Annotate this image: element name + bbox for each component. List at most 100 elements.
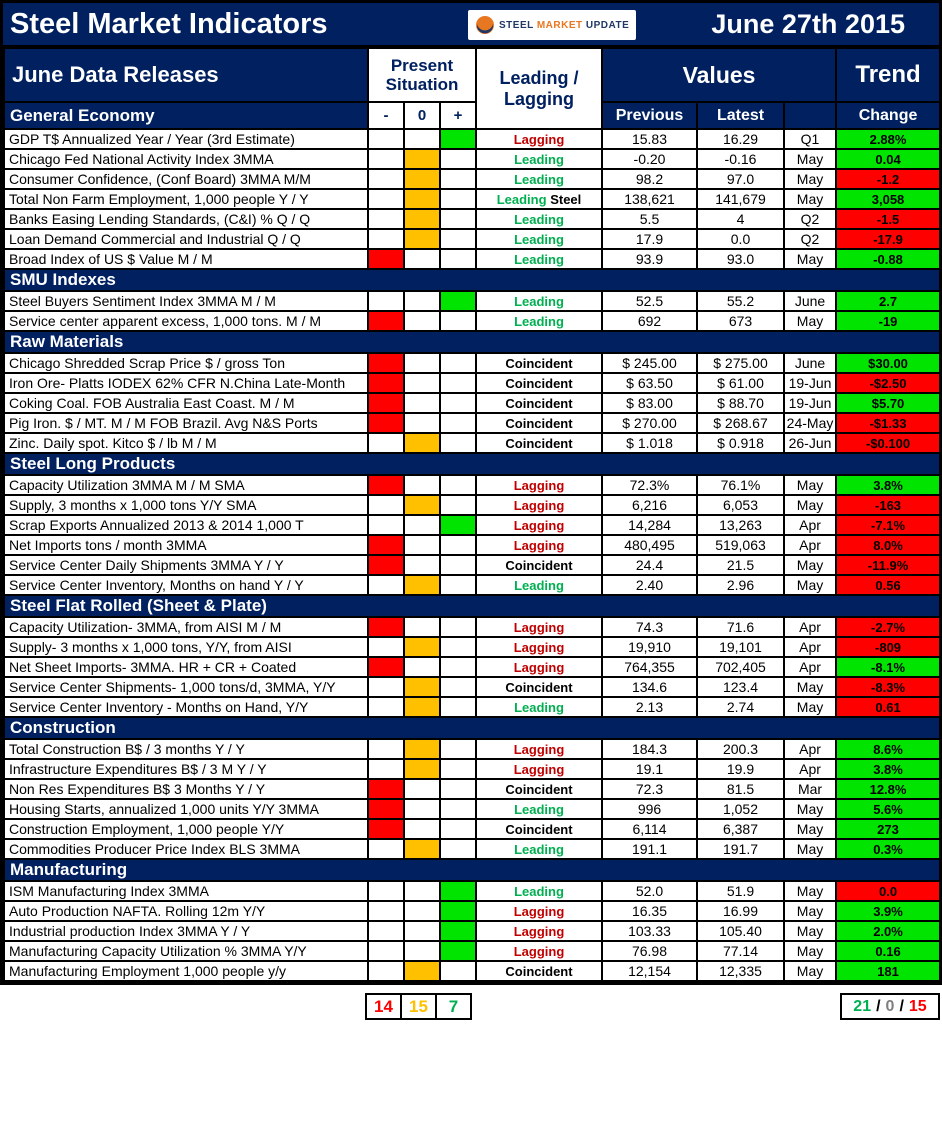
leading-lagging-cell: Leading: [475, 208, 603, 230]
indicator-row: Service Center Shipments- 1,000 tons/d, …: [3, 676, 942, 698]
situation-plus-cell: [439, 392, 477, 414]
indicator-text: Lagging: [513, 903, 565, 919]
situation-minus-cell: [367, 920, 405, 942]
situation-zero-cell: [403, 880, 441, 902]
period-label: May: [782, 474, 838, 496]
situation-zero-cell: [403, 574, 441, 596]
indicator-row: ISM Manufacturing Index 3MMA Leading 52.0 5…: [3, 880, 942, 902]
situation-minus-cell: [367, 514, 405, 536]
column-header-trend: Trend: [835, 47, 942, 103]
leading-lagging-cell: Leading: [475, 290, 603, 312]
situation-zero-cell: [403, 372, 441, 394]
indicator-text: Leading: [496, 191, 547, 207]
situation-plus-cell: [439, 554, 477, 576]
change-value: 5.6%: [835, 798, 942, 820]
indicator-row: Loan Demand Commercial and Industrial Q …: [3, 228, 942, 250]
previous-value: 191.1: [601, 838, 698, 860]
change-value: -1.5: [835, 208, 942, 230]
situation-minus-cell: [367, 392, 405, 414]
leading-lagging-cell: Coincident: [475, 412, 603, 434]
previous-value: $ 270.00: [601, 412, 698, 434]
indicator-row: Service Center Daily Shipments 3MMA Y / …: [3, 554, 942, 576]
leading-lagging-cell: Lagging: [475, 920, 603, 942]
indicator-row: Total Non Farm Employment, 1,000 people …: [3, 188, 942, 210]
indicator-text: Lagging: [513, 943, 565, 959]
latest-value: 4: [696, 208, 785, 230]
indicator-text: Leading: [514, 577, 564, 593]
previous-value: 24.4: [601, 554, 698, 576]
change-value: 0.16: [835, 940, 942, 962]
indicator-label: Pig Iron. $ / MT. M / M FOB Brazil. Avg …: [3, 412, 369, 434]
situation-plus-cell: [439, 188, 477, 210]
leading-lagging-cell: Lagging: [475, 128, 603, 150]
situation-plus-cell: [439, 778, 477, 800]
section-header-row: SMU Indexes: [2, 268, 942, 292]
indicator-label: Chicago Fed National Activity Index 3MMA: [3, 148, 369, 170]
indicator-label: Steel Buyers Sentiment Index 3MMA M / M: [3, 290, 369, 312]
situation-zero-cell: [403, 554, 441, 576]
indicator-row: Total Construction B$ / 3 months Y / Y La…: [3, 738, 942, 760]
trend-count-up: 21: [853, 997, 872, 1015]
latest-value: 702,405: [696, 656, 785, 678]
leading-lagging-cell: Leading: [475, 168, 603, 190]
situation-zero-cell: [403, 392, 441, 414]
indicator-label: Broad Index of US $ Value M / M: [3, 248, 369, 270]
change-value: -8.3%: [835, 676, 942, 698]
situation-zero-cell: [403, 616, 441, 638]
previous-value: $ 245.00: [601, 352, 698, 374]
indicator-label: Housing Starts, annualized 1,000 units Y…: [3, 798, 369, 820]
indicator-row: Steel Buyers Sentiment Index 3MMA M / M L…: [3, 290, 942, 312]
previous-value: 52.0: [601, 880, 698, 902]
latest-value: 93.0: [696, 248, 785, 270]
indicator-text: Leading: [514, 211, 564, 227]
leading-lagging-cell: Lagging: [475, 636, 603, 658]
situation-minus-cell: [367, 940, 405, 962]
indicator-text: Leading: [514, 801, 564, 817]
column-header-change: Change: [835, 101, 942, 130]
indicator-text: Leading: [514, 151, 564, 167]
indicator-row: Manufacturing Capacity Utilization % 3MM…: [3, 940, 942, 962]
change-value: 3,058: [835, 188, 942, 210]
indicator-text: Lagging: [513, 537, 565, 553]
leading-lagging-cell: Lagging: [475, 656, 603, 678]
latest-value: 55.2: [696, 290, 785, 312]
situation-plus-cell: [439, 574, 477, 596]
column-header-present-situation: Present Situation: [367, 47, 477, 103]
previous-value: 480,495: [601, 534, 698, 556]
period-label: May: [782, 554, 838, 576]
latest-value: 6,053: [696, 494, 785, 516]
indicator-text: Coincident: [505, 435, 573, 451]
situation-plus-cell: [439, 290, 477, 312]
indicator-text: Coincident: [505, 963, 573, 979]
change-value: 0.61: [835, 696, 942, 718]
previous-value: 16.35: [601, 900, 698, 922]
indicator-text: Lagging: [513, 761, 565, 777]
indicator-text: Lagging: [513, 477, 565, 493]
situation-plus-cell: [439, 534, 477, 556]
indicator-label: Non Res Expenditures B$ 3 Months Y / Y: [3, 778, 369, 800]
leading-lagging-cell: Leading: [475, 696, 603, 718]
previous-value: 5.5: [601, 208, 698, 230]
trend-separator: /: [899, 997, 904, 1015]
change-value: -8.1%: [835, 656, 942, 678]
smu-logo-text: STEEL MARKET UPDATE: [499, 20, 629, 31]
situation-minus-cell: [367, 616, 405, 638]
latest-value: 105.40: [696, 920, 785, 942]
latest-value: 19,101: [696, 636, 785, 658]
indicator-text: Leading: [514, 883, 564, 899]
indicator-text: Lagging: [513, 741, 565, 757]
previous-value: 692: [601, 310, 698, 332]
previous-value: 2.13: [601, 696, 698, 718]
change-value: 2.88%: [835, 128, 942, 150]
indicator-text: Coincident: [505, 821, 573, 837]
situation-minus-cell: [367, 248, 405, 270]
indicator-row: Supply, 3 months x 1,000 tons Y/Y SMA Lag…: [3, 494, 942, 516]
situation-zero-cell: [403, 738, 441, 760]
leading-lagging-cell: Lagging: [475, 616, 603, 638]
indicator-row: Pig Iron. $ / MT. M / M FOB Brazil. Avg …: [3, 412, 942, 434]
situation-plus-cell: [439, 838, 477, 860]
indicator-row: Non Res Expenditures B$ 3 Months Y / Y Co…: [3, 778, 942, 800]
column-header-zero: 0: [403, 101, 441, 130]
previous-value: 6,216: [601, 494, 698, 516]
indicator-text: Coincident: [505, 557, 573, 573]
